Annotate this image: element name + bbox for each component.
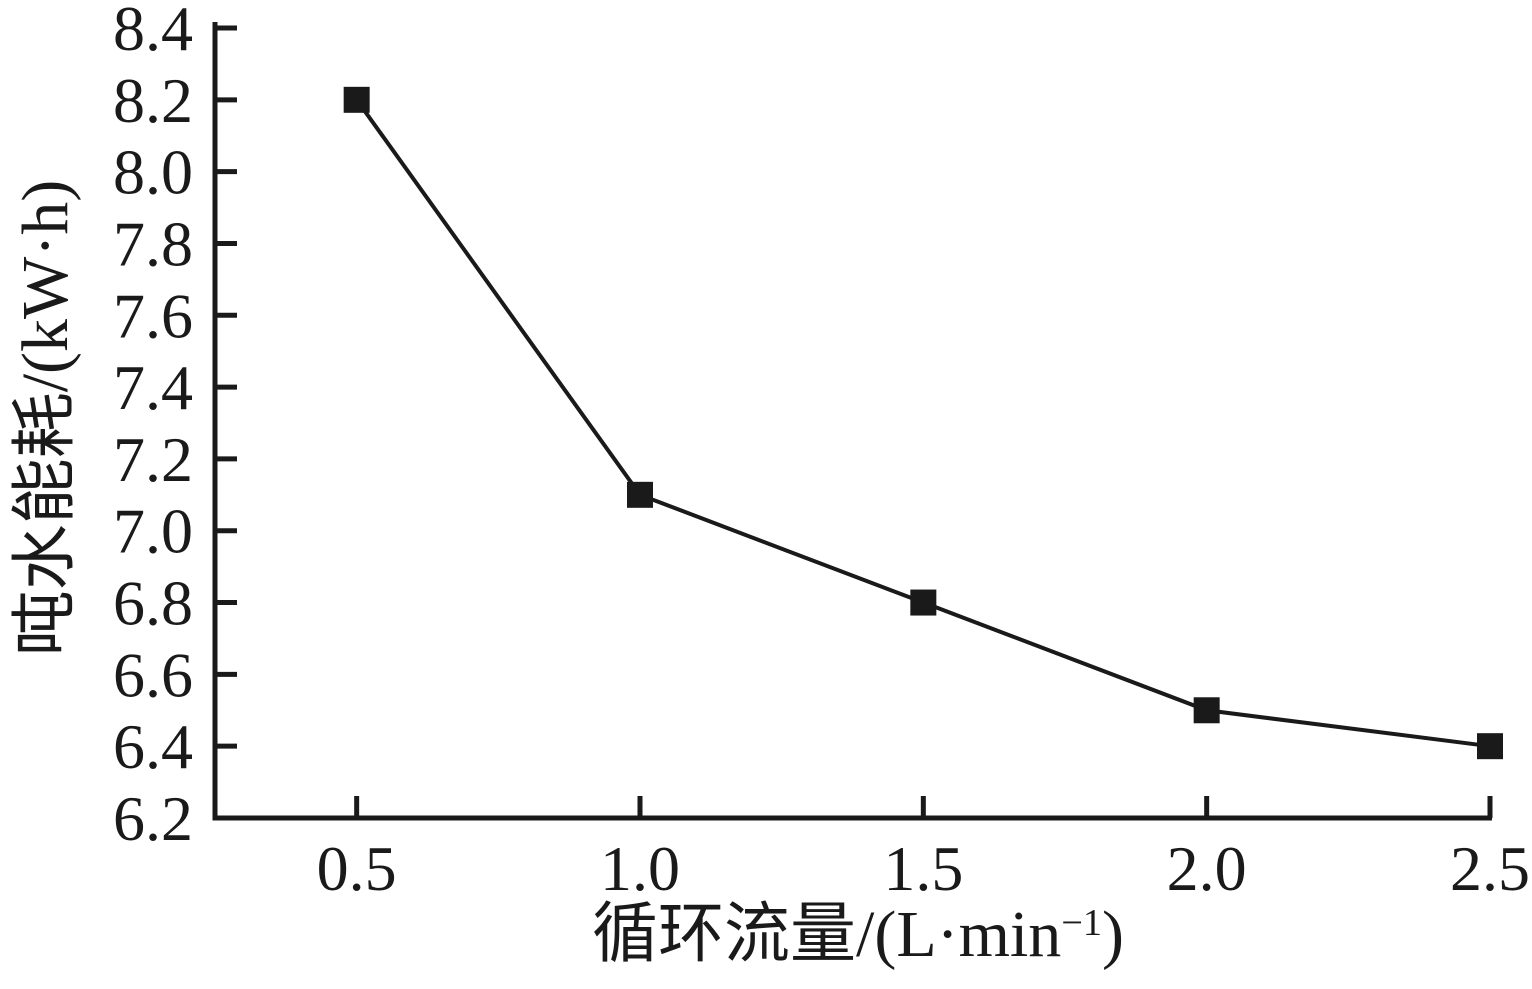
y-tick-label: 8.2: [113, 65, 193, 136]
x-tick-label: 1.0: [600, 833, 680, 904]
data-point-marker: [1193, 697, 1220, 724]
y-tick-label: 7.2: [113, 424, 193, 495]
y-tick-label: 6.8: [113, 568, 193, 639]
x-tick-label: 0.5: [317, 833, 397, 904]
y-axis-title-text: 吨水能耗/(kW·h): [9, 179, 82, 657]
x-axis-title-suffix: ): [1102, 898, 1124, 971]
y-tick-label: 8.0: [113, 137, 193, 208]
x-axis-title: 循环流量/(L·min−1): [592, 902, 1124, 968]
x-tick-label: 2.0: [1167, 833, 1247, 904]
y-tick-label: 6.2: [113, 783, 193, 854]
y-tick-label: 6.4: [113, 711, 193, 782]
y-tick-label: 7.0: [113, 496, 193, 567]
x-tick-label: 1.5: [883, 833, 963, 904]
data-point-marker: [910, 589, 937, 616]
data-point-marker: [627, 481, 653, 508]
y-axis-title: 吨水能耗/(kW·h): [9, 180, 82, 657]
y-tick-label: 7.4: [113, 352, 193, 423]
y-tick-label: 7.6: [113, 280, 193, 351]
data-point-marker: [343, 86, 370, 113]
data-point-marker: [1477, 733, 1503, 760]
data-line: [354, 97, 1492, 749]
y-tick-label: 8.4: [113, 0, 193, 64]
y-tick-label: 7.8: [113, 208, 193, 279]
x-axis-title-superscript: −1: [1061, 901, 1103, 944]
y-tick-label: 6.6: [113, 639, 193, 710]
x-tick-label: 2.5: [1450, 833, 1530, 904]
x-axis-title-text: 循环流量/(L·min: [592, 898, 1062, 971]
